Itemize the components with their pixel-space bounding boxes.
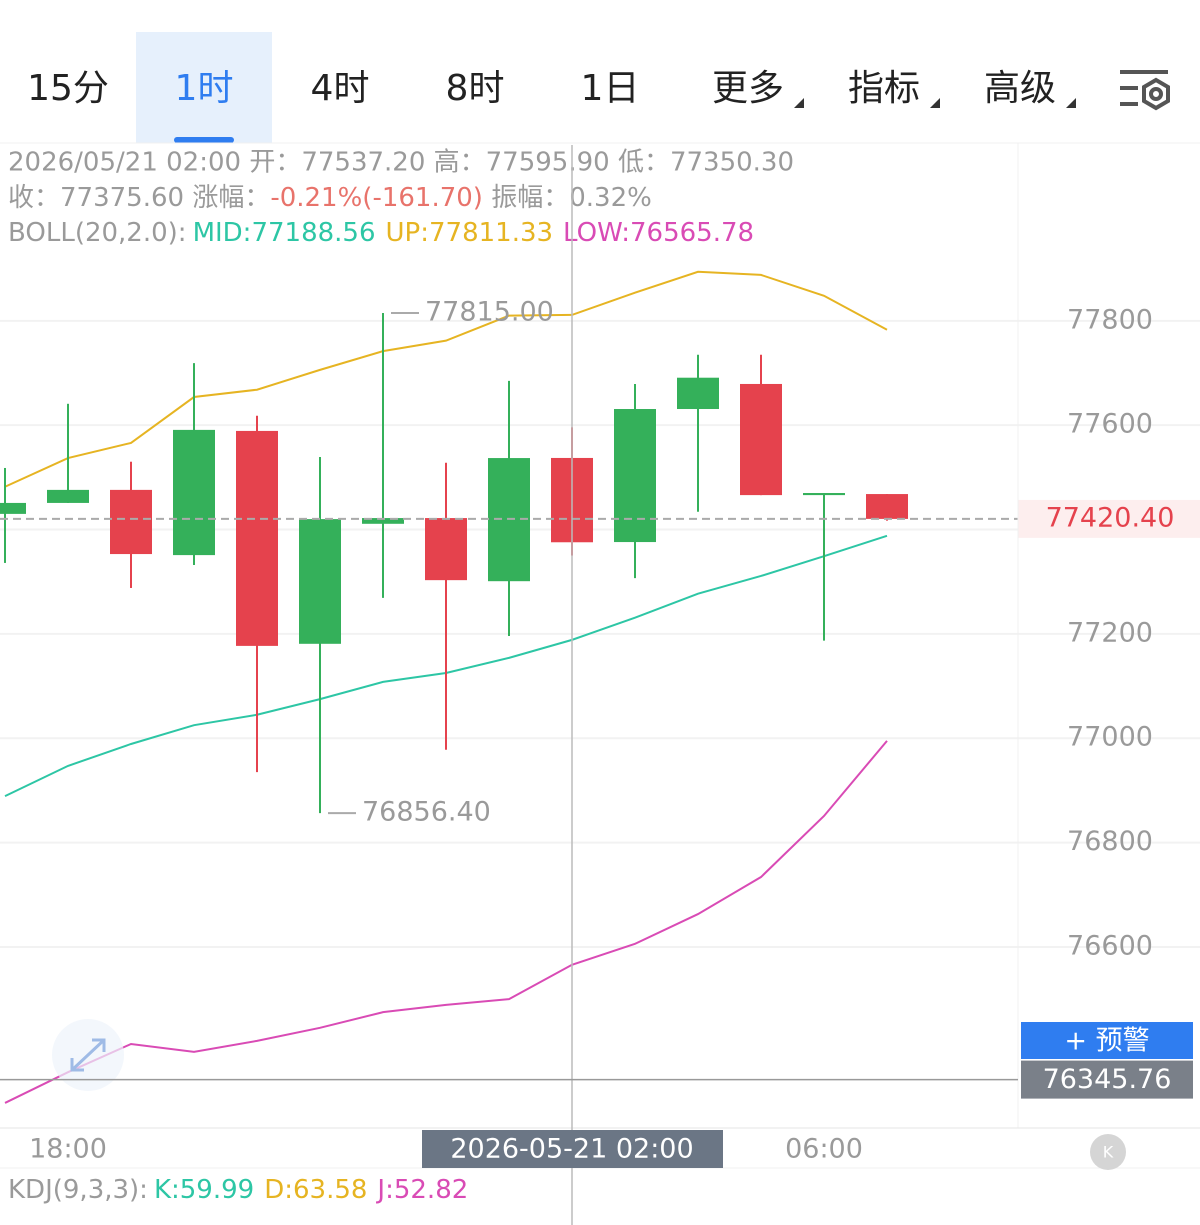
candle-body <box>47 489 89 503</box>
kdj-k: K:59.99 <box>154 1175 254 1205</box>
boll-low: LOW:76565.78 <box>563 218 754 248</box>
menu-caret <box>1066 98 1076 108</box>
last-price-box <box>1018 499 1200 538</box>
kdj-line: KDJ(9,3,3): K:59.99 D:63.58 J:52.82 <box>8 1175 468 1205</box>
plot: 7660076800770007720077400776007780077815… <box>0 270 1200 1104</box>
candle-body <box>803 493 845 496</box>
x-tick-label: 18:00 <box>29 1134 107 1165</box>
menu[interactable]: 高级 <box>984 68 1056 109</box>
boll-label: BOLL(20,2.0): <box>8 218 187 248</box>
info-line: 收：77375.60 涨幅：-0.21%(-161.70) 振幅：0.32% <box>8 183 652 213</box>
expand-icon <box>70 1038 106 1072</box>
boll-line <box>4 270 888 488</box>
x-tick-label: 06:00 <box>785 1134 863 1165</box>
y-tick-label: 77000 <box>1067 722 1153 753</box>
change-text: -0.21%(-161.70) <box>270 183 483 213</box>
settings-icon[interactable] <box>1120 70 1170 111</box>
info-line: 2026/05/21 02:00 开：77537.20 高：77595.90 低… <box>8 148 794 178</box>
settings-hex <box>1142 77 1170 111</box>
last-price-label: 77420.40 <box>1046 502 1175 533</box>
candle-body <box>110 489 152 555</box>
candle-body <box>236 430 278 646</box>
crosshair-price-label: 76345.76 <box>1043 1064 1172 1095</box>
crosshair-date-box <box>422 1130 723 1168</box>
candle-body <box>0 502 26 514</box>
candle-body <box>173 429 215 556</box>
alert-button[interactable] <box>1021 1022 1193 1059</box>
tab[interactable]: 8时 <box>446 68 505 109</box>
info-text: 振幅：0.32% <box>483 183 652 213</box>
boll-line <box>4 740 888 1104</box>
crosshair-date-label: 2026-05-21 02:00 <box>450 1134 693 1165</box>
crosshair-price-box <box>1021 1060 1193 1099</box>
y-tick-label: 77600 <box>1067 409 1153 440</box>
settings-dot <box>1149 87 1163 101</box>
y-tick-label: 77800 <box>1067 304 1153 335</box>
tab-highlight <box>136 32 272 143</box>
menu[interactable]: 指标 <box>848 68 920 109</box>
candle-body <box>614 409 656 543</box>
boll-up: UP:77811.33 <box>386 218 554 248</box>
scroll-end-icon: K <box>1103 1143 1114 1162</box>
alert-button-label[interactable]: + 预警 <box>1064 1026 1149 1057</box>
kdj-d: D:63.58 <box>264 1175 367 1205</box>
scroll-end-button[interactable] <box>1090 1134 1126 1170</box>
y-tick-label: 76800 <box>1067 826 1153 857</box>
tab[interactable]: 4时 <box>311 68 370 109</box>
tab[interactable]: 1时 <box>175 68 234 109</box>
y-tick-label: 77200 <box>1067 617 1153 648</box>
candle-body <box>362 518 404 524</box>
y-tick-label: 76600 <box>1067 930 1153 961</box>
kdj-j: J:52.82 <box>375 1175 468 1205</box>
annotation-label: 77815.00 <box>425 297 554 328</box>
menu-caret <box>794 98 804 108</box>
annotation-label: 76856.40 <box>362 797 491 828</box>
tab[interactable]: 15分 <box>27 68 109 109</box>
menu[interactable]: 更多 <box>712 68 784 109</box>
settings-lines <box>1120 70 1168 106</box>
candle-body <box>425 518 467 581</box>
menu-caret <box>930 98 940 108</box>
boll-mid: MID:77188.56 <box>193 218 376 248</box>
candle-body <box>740 383 782 496</box>
candle-body <box>299 519 341 644</box>
info-text: 收：77375.60 涨幅： <box>8 183 270 213</box>
tab-underline <box>174 137 234 143</box>
candle-body <box>866 494 908 519</box>
tab[interactable]: 1日 <box>581 68 640 109</box>
boll-line: BOLL(20,2.0): MID:77188.56 UP:77811.33 LOW:… <box>8 218 754 248</box>
tab-bar: 15分 1时 4时 8时 1日 更多 指标 高级 <box>27 32 1076 143</box>
kdj-label: KDJ(9,3,3): <box>8 1175 148 1205</box>
candle-body <box>677 377 719 410</box>
